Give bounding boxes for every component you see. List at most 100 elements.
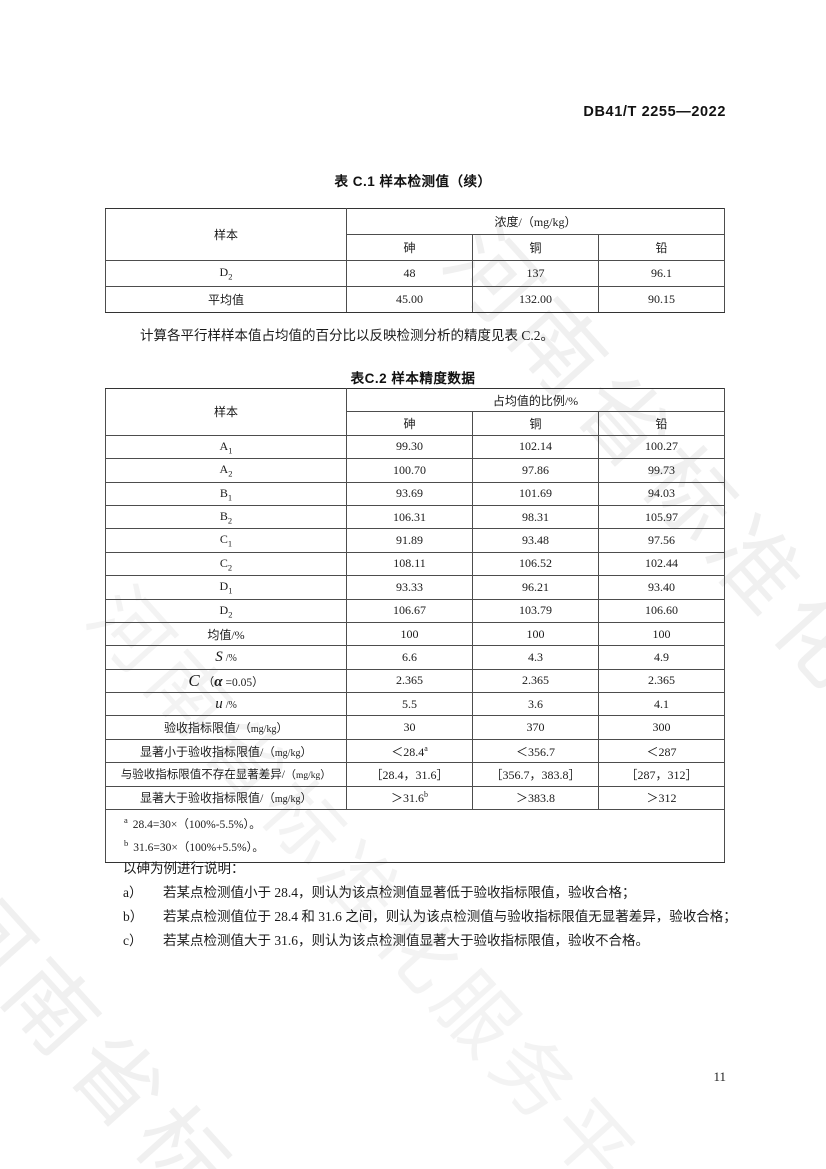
- table-c2-cell: 108.11: [346, 551, 473, 577]
- table-c2-cell: ＜28.4a: [346, 738, 473, 764]
- table-c2-cell: ＞383.8: [472, 785, 599, 811]
- table-c2-row-label-below: 显著小于验收指标限值/（mg/kg）: [105, 738, 347, 764]
- table-row: 验收指标限值/（mg/kg） 30 370 300: [105, 715, 725, 740]
- table-c2-cell: 2.365: [346, 668, 473, 694]
- table-c1-cell: 45.00: [346, 286, 473, 313]
- table-c2-cell: 96.21: [472, 575, 599, 600]
- table-c2-cell: 106.60: [598, 598, 725, 623]
- table-c2-cell: 100: [472, 621, 599, 647]
- table-c2-cell: 6.6: [346, 645, 473, 670]
- table-c2-row-label-mean: 均值/%: [105, 621, 347, 647]
- table-c2-cell: 94.03: [598, 481, 725, 506]
- table-c2-cell: 106.52: [472, 551, 599, 577]
- table-c1-cell: 48: [346, 260, 473, 287]
- table-c2-cell: 5.5: [346, 692, 473, 717]
- table-c2-row-label: C2: [105, 551, 347, 577]
- table-c2-row-label-s: S /%: [105, 645, 347, 670]
- table-c2-cell: 2.365: [598, 668, 725, 694]
- table-c2-cell: ［28.4，31.6］: [346, 762, 473, 787]
- table-c2-row-label-nodiff: 与验收指标限值不存在显著差异/（mg/kg）: [105, 762, 347, 787]
- list-item-text: 若某点检测值小于 28.4，则认为该点检测值显著低于验收指标限值，验收合格；: [163, 884, 636, 900]
- table-c2-cell: 97.56: [598, 528, 725, 553]
- footnote-b: b 31.6=30×（100%+5.5%）。: [124, 838, 264, 854]
- footnote-a: a 28.4=30×（100%-5.5%）。: [124, 815, 261, 831]
- table-c1-row-label: 平均值: [105, 286, 347, 313]
- table-c2-cell: 103.79: [472, 598, 599, 623]
- table-c2-cell: 4.1: [598, 692, 725, 717]
- list-item-text: 若某点检测值大于 31.6，则认为该点检测值显著大于验收指标限值，验收不合格。: [163, 932, 649, 948]
- table-c2-cell: 4.3: [472, 645, 599, 670]
- table-c2-column-cu: 铜: [472, 411, 599, 436]
- page-number: 11: [713, 1069, 726, 1084]
- table-c2-cell: 93.69: [346, 481, 473, 506]
- table-c2-cell: 300: [598, 715, 725, 740]
- list-item: b） 若某点检测值位于 28.4 和 31.6 之间，则认为该点检测值与验收指标…: [123, 906, 763, 928]
- list-marker: c）: [123, 932, 143, 948]
- table-row: A1 99.30 102.14 100.27: [105, 434, 725, 460]
- table-c2-cell: 105.97: [598, 504, 725, 530]
- table-c2-cell: 4.9: [598, 645, 725, 670]
- table-row: 平均值 45.00 132.00 90.15: [105, 286, 725, 313]
- table-c2-caption: 表C.2 样本精度数据: [350, 371, 476, 386]
- table-c1-column-cu: 铜: [472, 234, 599, 261]
- table-c2-row-label-limit: 验收指标限值/（mg/kg）: [105, 715, 347, 740]
- table-row: 显著小于验收指标限值/（mg/kg） ＜28.4a ＜356.7 ＜287: [105, 738, 725, 764]
- table-c2-cell: 102.14: [472, 434, 599, 460]
- table-row: u /% 5.5 3.6 4.1: [105, 692, 725, 717]
- table-row: D1 93.33 96.21 93.40: [105, 575, 725, 600]
- table-c1-column-as: 砷: [346, 234, 473, 261]
- table-c2-cell: 99.73: [598, 458, 725, 483]
- table-c1-cell: 132.00: [472, 286, 599, 313]
- document-header-standard-number: DB41/T 2255—2022: [583, 104, 726, 120]
- table-c2: 样本 占均值的比例/% 砷 铜 铅 A1 99.30 102.14 100.27…: [105, 387, 725, 864]
- table-c1-cell: 96.1: [598, 260, 725, 287]
- table-c2-cell: 100.27: [598, 434, 725, 460]
- table-c1: 样本 浓度/（mg/kg） 砷 铜 铅 D2 48 137 96.1 平均值 4…: [105, 208, 725, 313]
- table-c2-column-as: 砷: [346, 411, 473, 436]
- table-c2-cell: 93.40: [598, 575, 725, 600]
- table-row: C （α =0.05） 2.365 2.365 2.365: [105, 668, 725, 694]
- table-c2-cell: 100.70: [346, 458, 473, 483]
- table-row-subheader: 砷 铜 铅: [106, 411, 725, 436]
- table-row: 均值/% 100 100 100: [105, 621, 725, 647]
- table-c2-row-label: D1: [105, 575, 347, 600]
- table-c1-caption: 表 C.1 样本检测值（续）: [334, 174, 492, 189]
- explanation-heading: 以砷为例进行说明：: [123, 861, 245, 876]
- table-c2-header-sample: 样本: [105, 388, 347, 436]
- table-row: A2 100.70 97.86 99.73: [105, 458, 725, 483]
- table-row: 显著大于验收指标限值/（mg/kg） ＞31.6b ＞383.8 ＞312: [105, 785, 725, 811]
- table-c2-cell: 100: [598, 621, 725, 647]
- table-c1-row-label: D2: [105, 260, 347, 287]
- list-item: a） 若某点检测值小于 28.4，则认为该点检测值显著低于验收指标限值，验收合格…: [123, 882, 763, 904]
- table-row-header: 样本 浓度/（mg/kg）: [105, 208, 725, 261]
- table-row-subheader: 砷 铜 铅: [106, 234, 725, 261]
- table-c2-cell: ＞31.6b: [346, 785, 473, 811]
- table-c2-cell: 100: [346, 621, 473, 647]
- table-c2-cell: 101.69: [472, 481, 599, 506]
- table-c2-cell: 370: [472, 715, 599, 740]
- table-c2-footnotes: a 28.4=30×（100%-5.5%）。 b 31.6=30×（100%+5.5…: [105, 809, 725, 864]
- table-c2-row-label: B1: [105, 481, 347, 506]
- table-c2-header-group: 占均值的比例/%: [346, 387, 725, 413]
- table-row: D2 48 137 96.1: [105, 260, 725, 287]
- list-marker: a）: [123, 884, 143, 900]
- table-row-header: 样本 占均值的比例/%: [105, 387, 725, 436]
- explanation-block: 以砷为例进行说明： a） 若某点检测值小于 28.4，则认为该点检测值显著低于验…: [123, 858, 763, 951]
- table-c2-row-label: B2: [105, 504, 347, 530]
- table-c2-cell: 98.31: [472, 504, 599, 530]
- table-c2-cell: 93.48: [472, 528, 599, 553]
- table-c2-cell: 91.89: [346, 528, 473, 553]
- table-c2-cell: 30: [346, 715, 473, 740]
- table-c2-cell: 2.365: [472, 668, 599, 694]
- table-c2-cell: 99.30: [346, 434, 473, 460]
- table-row: D2 106.67 103.79 106.60: [105, 598, 725, 623]
- table-c2-row-label-c: C （α =0.05）: [105, 668, 347, 694]
- table-c2-row-label-above: 显著大于验收指标限值/（mg/kg）: [105, 785, 347, 811]
- table-c2-cell: 3.6: [472, 692, 599, 717]
- table-c2-row-label: A2: [105, 458, 347, 483]
- list-item-text: 若某点检测值位于 28.4 和 31.6 之间，则认为该点检测值与验收指标限值无…: [163, 908, 737, 924]
- intro-paragraph: 计算各平行样样本值占均值的百分比以反映检测分析的精度见表 C.2。: [140, 328, 555, 343]
- table-c1-column-pb: 铅: [598, 234, 725, 261]
- table-c2-row-label: A1: [105, 434, 347, 460]
- table-row: C1 91.89 93.48 97.56: [105, 528, 725, 553]
